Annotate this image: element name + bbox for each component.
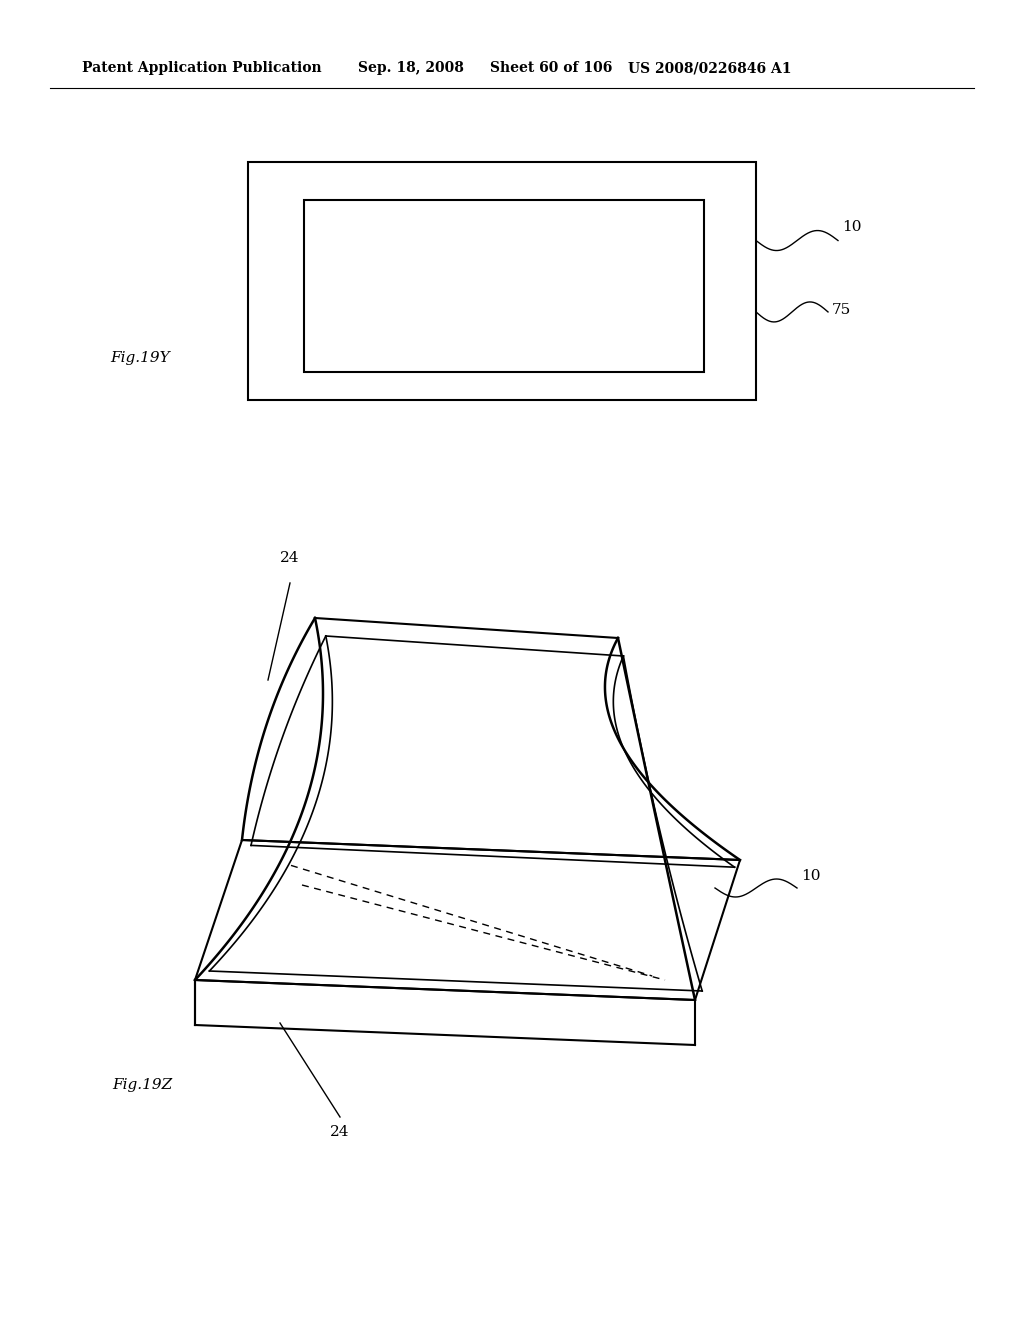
- Text: 75: 75: [831, 304, 851, 317]
- Text: Sheet 60 of 106: Sheet 60 of 106: [490, 61, 612, 75]
- Text: US 2008/0226846 A1: US 2008/0226846 A1: [628, 61, 792, 75]
- Text: Sep. 18, 2008: Sep. 18, 2008: [358, 61, 464, 75]
- Text: 10: 10: [801, 869, 820, 883]
- Text: Patent Application Publication: Patent Application Publication: [82, 61, 322, 75]
- Bar: [248, 162, 756, 400]
- Text: 24: 24: [281, 550, 300, 565]
- Text: 24: 24: [331, 1125, 350, 1139]
- Text: Fig.19Z: Fig.19Z: [112, 1078, 172, 1092]
- Bar: [304, 201, 705, 372]
- Text: Fig.19Y: Fig.19Y: [110, 351, 170, 366]
- Text: 10: 10: [842, 219, 861, 234]
